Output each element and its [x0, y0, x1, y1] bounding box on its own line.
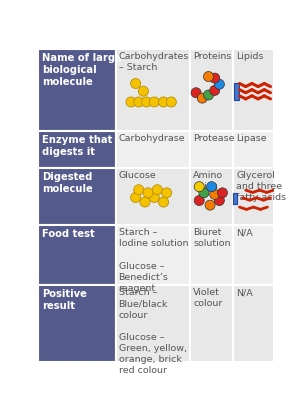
Circle shape: [149, 97, 159, 107]
Bar: [190, 131, 233, 168]
Bar: [116, 131, 190, 168]
Bar: [38, 49, 116, 131]
Circle shape: [210, 73, 220, 83]
Circle shape: [134, 185, 144, 195]
Text: N/A: N/A: [237, 228, 253, 237]
Bar: [233, 168, 274, 225]
Bar: [116, 49, 190, 131]
Circle shape: [194, 182, 204, 192]
Circle shape: [214, 79, 224, 89]
Bar: [190, 168, 233, 225]
Bar: [190, 285, 233, 362]
Circle shape: [194, 195, 204, 206]
Text: Lipase: Lipase: [237, 134, 267, 143]
Text: Positive
result: Positive result: [42, 289, 87, 311]
Circle shape: [217, 188, 227, 198]
Bar: [38, 168, 116, 225]
Text: Lipids: Lipids: [237, 52, 264, 61]
Circle shape: [191, 88, 201, 98]
Bar: [233, 193, 237, 204]
Circle shape: [143, 188, 153, 198]
Text: Proteins: Proteins: [193, 52, 231, 61]
Text: N/A: N/A: [237, 288, 253, 297]
Circle shape: [131, 193, 141, 202]
Circle shape: [158, 97, 169, 107]
Bar: [233, 49, 274, 131]
Circle shape: [126, 97, 136, 107]
Text: Glucose: Glucose: [119, 171, 156, 180]
Text: Protease: Protease: [193, 134, 234, 143]
Circle shape: [134, 97, 144, 107]
Circle shape: [138, 86, 148, 96]
Bar: [233, 285, 274, 362]
Circle shape: [162, 188, 172, 198]
Text: Starch –
Iodine solution

Glucose –
Benedict’s
reagent: Starch – Iodine solution Glucose – Bened…: [119, 228, 188, 293]
Bar: [190, 225, 233, 285]
Bar: [233, 225, 274, 285]
Circle shape: [205, 200, 215, 210]
Circle shape: [206, 182, 217, 192]
Circle shape: [141, 97, 151, 107]
Circle shape: [131, 79, 141, 88]
Circle shape: [158, 197, 169, 207]
Circle shape: [197, 93, 207, 103]
Bar: [38, 131, 116, 168]
Text: Glycerol
and three
fatty acids: Glycerol and three fatty acids: [237, 171, 287, 202]
Circle shape: [149, 193, 159, 202]
Bar: [234, 83, 239, 100]
Circle shape: [152, 185, 162, 195]
Text: Carbohydrates
– Starch: Carbohydrates – Starch: [119, 52, 189, 72]
Text: Starch –
Blue/black
colour

Glucose –
Green, yellow,
orange, brick
red colour: Starch – Blue/black colour Glucose – Gre…: [119, 288, 187, 375]
Circle shape: [210, 189, 220, 199]
Bar: [38, 285, 116, 362]
Text: Food test: Food test: [42, 229, 95, 239]
Text: Digested
molecule: Digested molecule: [42, 172, 93, 195]
Text: Violet
colour: Violet colour: [193, 288, 222, 309]
Text: Name of large
biological
molecule: Name of large biological molecule: [42, 53, 122, 88]
Circle shape: [214, 195, 224, 206]
Bar: [116, 285, 190, 362]
Text: Enzyme that
digests it: Enzyme that digests it: [42, 135, 112, 158]
Circle shape: [199, 188, 209, 198]
Bar: [116, 168, 190, 225]
Bar: [38, 225, 116, 285]
Circle shape: [140, 197, 150, 207]
Circle shape: [203, 90, 213, 100]
Text: Amino
acids: Amino acids: [193, 171, 223, 191]
Circle shape: [166, 97, 176, 107]
Text: Biuret
solution: Biuret solution: [193, 228, 230, 248]
Bar: [190, 49, 233, 131]
Text: Carbohydrase: Carbohydrase: [119, 134, 185, 143]
Circle shape: [210, 85, 220, 95]
Bar: [233, 131, 274, 168]
Bar: [116, 225, 190, 285]
Circle shape: [203, 72, 213, 81]
